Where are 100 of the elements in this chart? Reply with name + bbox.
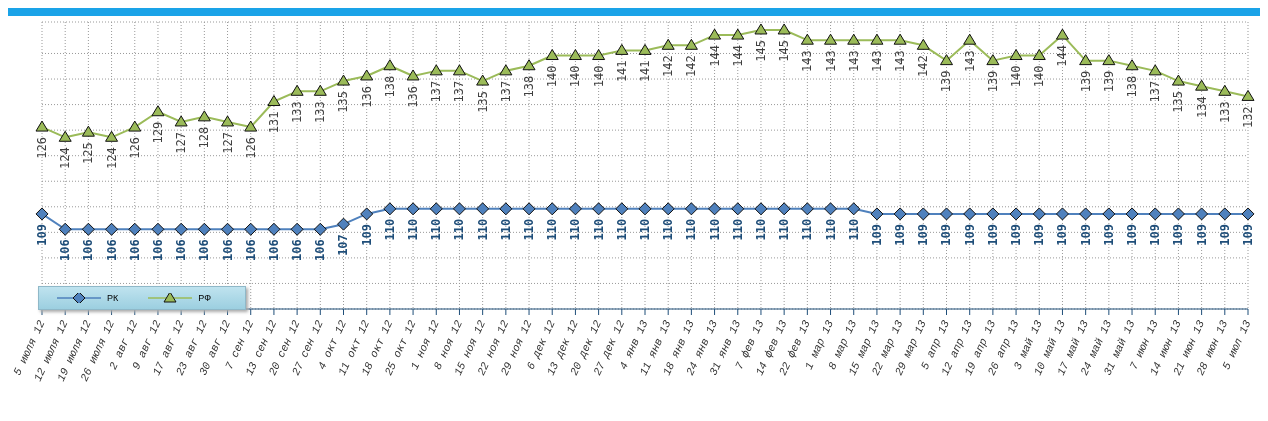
- point: [940, 54, 953, 66]
- point: [684, 202, 698, 216]
- data-label: 109: [1194, 223, 1209, 246]
- data-label: 110: [846, 218, 861, 241]
- point: [35, 120, 49, 132]
- point: [267, 222, 281, 236]
- data-label: 109: [1125, 223, 1140, 246]
- point: [128, 222, 142, 236]
- point: [777, 23, 791, 35]
- point: [661, 202, 675, 216]
- point: [592, 202, 606, 216]
- data-label: 110: [684, 218, 699, 241]
- data-label: 109: [1055, 223, 1070, 246]
- point: [638, 202, 652, 216]
- point: [847, 202, 861, 216]
- point: [406, 202, 420, 216]
- data-label: 106: [290, 239, 305, 261]
- point: [870, 207, 884, 221]
- data-label: 110: [545, 218, 560, 241]
- point: [221, 222, 235, 236]
- point: [290, 222, 304, 236]
- data-label: 109: [1148, 223, 1163, 246]
- data-label: 137: [452, 80, 467, 103]
- data-label: 110: [707, 218, 722, 241]
- point: [1055, 28, 1069, 40]
- data-label: 140: [545, 65, 560, 88]
- point: [800, 202, 814, 216]
- data-label: 135: [1171, 91, 1186, 113]
- point: [1032, 207, 1046, 221]
- data-label: 141: [638, 60, 652, 83]
- data-label: 138: [1125, 75, 1140, 98]
- point: [337, 217, 350, 231]
- data-label: 137: [1148, 80, 1163, 103]
- point: [1148, 64, 1162, 76]
- data-label: 109: [35, 223, 49, 246]
- point: [1241, 207, 1255, 221]
- point: [313, 222, 327, 236]
- data-label: 110: [591, 218, 606, 241]
- data-label: 109: [939, 223, 954, 246]
- point: [244, 120, 258, 132]
- data-label: 142: [916, 55, 931, 77]
- data-label: 106: [243, 239, 258, 261]
- data-label: 144: [1055, 45, 1070, 67]
- point: [708, 202, 722, 216]
- point: [429, 202, 443, 216]
- data-label: 143: [846, 50, 861, 72]
- point: [1218, 84, 1232, 96]
- data-label: 140: [591, 65, 606, 88]
- data-label: 138: [382, 75, 397, 98]
- data-label: 139: [1078, 70, 1093, 93]
- data-label: 126: [243, 137, 258, 159]
- point: [1009, 207, 1023, 221]
- data-label: 109: [985, 223, 1000, 246]
- point: [383, 202, 397, 216]
- point: [1241, 89, 1255, 101]
- data-label: 109: [1078, 223, 1093, 246]
- data-label: 106: [174, 239, 189, 261]
- data-label: 109: [1171, 223, 1186, 246]
- point: [568, 49, 582, 61]
- point: [986, 207, 1000, 221]
- data-label: 106: [197, 239, 212, 261]
- data-label: 143: [893, 50, 908, 72]
- data-label: 109: [1101, 223, 1116, 246]
- point: [499, 64, 513, 76]
- point: [568, 202, 582, 216]
- data-label: 109: [893, 223, 908, 246]
- point: [197, 110, 211, 122]
- data-label: 110: [498, 218, 513, 241]
- data-label: 128: [197, 126, 212, 149]
- data-label: 110: [753, 218, 768, 241]
- point: [1079, 207, 1093, 221]
- legend-label: РФ: [198, 293, 211, 303]
- data-label: 133: [1217, 101, 1232, 123]
- point: [824, 33, 838, 45]
- point: [197, 222, 211, 236]
- point: [522, 59, 536, 71]
- point: [615, 43, 629, 55]
- point: [615, 202, 629, 216]
- point: [360, 69, 374, 81]
- data-label: 109: [869, 223, 884, 246]
- data-label: 110: [382, 218, 397, 241]
- data-label: 127: [220, 131, 235, 154]
- data-label: 138: [522, 75, 537, 98]
- legend-label: РК: [107, 293, 119, 303]
- data-label: 143: [800, 50, 815, 72]
- point: [986, 54, 1000, 66]
- data-label: 133: [313, 101, 328, 123]
- data-label: 110: [661, 218, 676, 241]
- point: [221, 115, 235, 127]
- point: [35, 207, 49, 221]
- data-label: 137: [498, 80, 513, 103]
- point: [1171, 207, 1185, 221]
- data-label: 107: [336, 234, 351, 256]
- point: [383, 59, 397, 71]
- point: [800, 33, 814, 45]
- point: [267, 95, 281, 107]
- point: [684, 38, 698, 50]
- point: [754, 202, 768, 216]
- data-label: 125: [81, 142, 96, 164]
- data-label: 110: [452, 218, 467, 241]
